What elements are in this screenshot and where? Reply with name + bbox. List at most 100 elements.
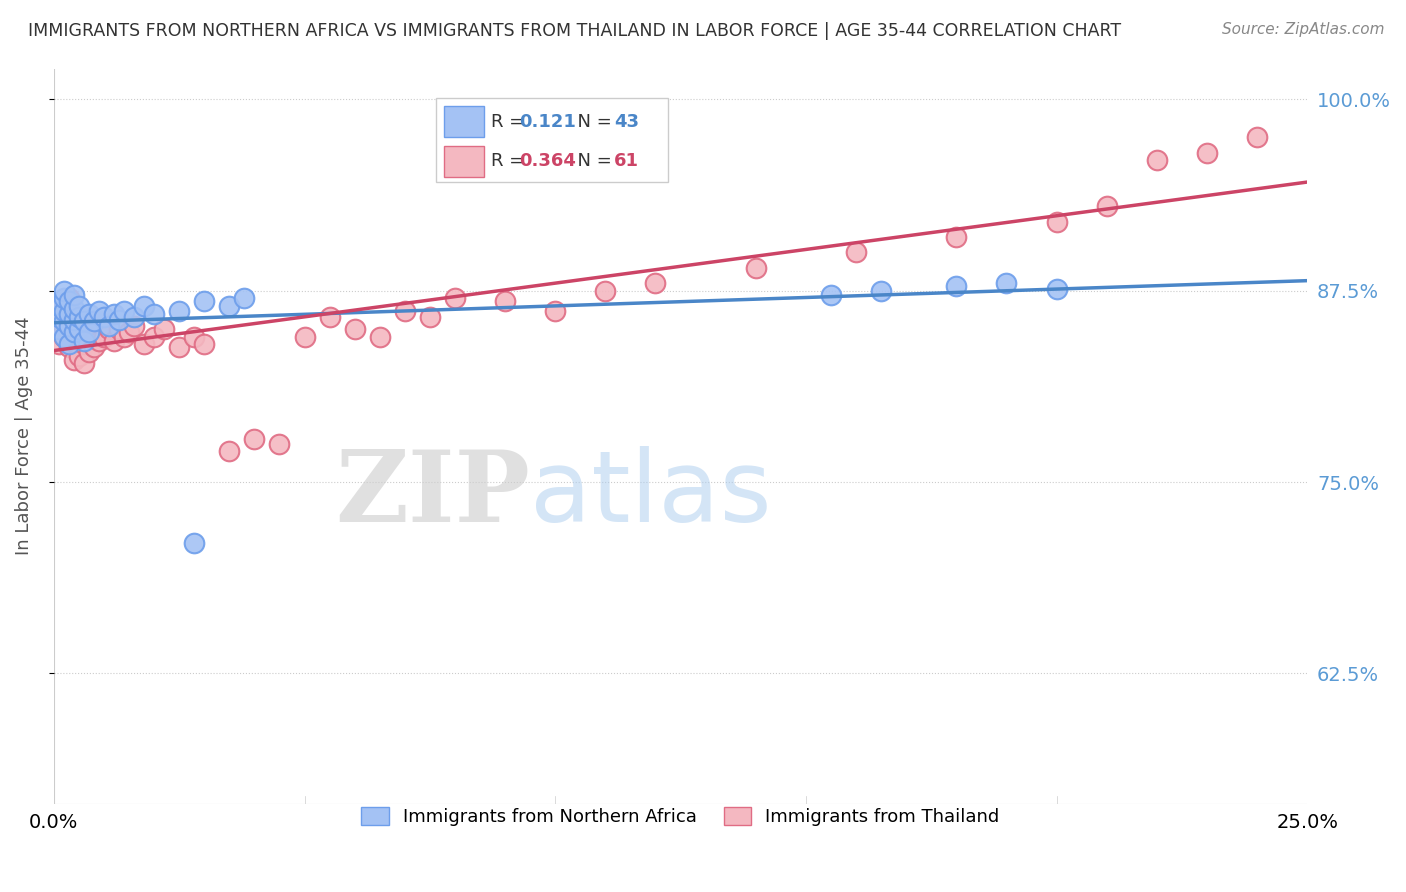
Point (1045, 215, 1067, 229)
Point (52, 314, 75, 328)
Point (52, 329, 75, 343)
Point (394, 303, 416, 318)
Point (368, 329, 391, 343)
Point (108, 312, 131, 326)
Point (58, 312, 80, 326)
Point (167, 340, 190, 354)
Point (294, 329, 316, 343)
Point (73, 355, 96, 369)
FancyBboxPatch shape (444, 146, 484, 177)
Text: N =: N = (567, 153, 616, 170)
Point (67, 329, 90, 343)
Point (103, 307, 125, 321)
Point (243, 432, 266, 446)
Point (193, 294, 215, 309)
Point (93, 310, 115, 324)
Point (67, 350, 90, 364)
Point (48, 322, 70, 336)
Y-axis label: In Labor Force | Age 35-44: In Labor Force | Age 35-44 (15, 317, 32, 556)
Point (945, 279, 967, 293)
Point (58, 291, 80, 305)
Point (544, 303, 567, 318)
Point (67, 314, 90, 328)
Point (153, 322, 176, 336)
Point (143, 307, 166, 321)
Point (73, 314, 96, 328)
Point (73, 334, 96, 348)
Point (1246, 130, 1268, 145)
Text: R =: R = (491, 153, 529, 170)
Point (48, 310, 70, 324)
Point (87, 303, 110, 318)
Point (77, 325, 100, 339)
Point (58, 325, 80, 339)
Point (87, 314, 110, 328)
Point (67, 322, 90, 336)
Point (118, 325, 141, 339)
Point (63, 288, 86, 302)
Point (132, 299, 155, 313)
Point (218, 444, 240, 458)
Point (644, 276, 666, 290)
Point (52, 291, 75, 305)
Text: 43: 43 (614, 112, 640, 130)
Text: 61: 61 (614, 153, 640, 170)
Text: IMMIGRANTS FROM NORTHERN AFRICA VS IMMIGRANTS FROM THAILAND IN LABOR FORCE | AGE: IMMIGRANTS FROM NORTHERN AFRICA VS IMMIG… (28, 22, 1121, 40)
Point (745, 260, 768, 275)
Point (233, 291, 256, 305)
Point (112, 329, 135, 343)
Point (52, 284, 75, 298)
Point (218, 299, 240, 313)
Point (820, 288, 842, 302)
Point (63, 303, 86, 318)
Point (73, 337, 96, 351)
Point (419, 310, 441, 324)
Point (58, 294, 80, 309)
Point (52, 329, 75, 343)
Point (444, 291, 467, 305)
Point (269, 436, 291, 450)
Point (183, 536, 205, 550)
Point (67, 310, 90, 324)
Text: 0.121: 0.121 (519, 112, 575, 130)
Point (63, 322, 86, 336)
Point (143, 329, 166, 343)
Point (58, 340, 80, 354)
Point (83, 340, 105, 354)
Point (58, 318, 80, 333)
Point (77, 325, 100, 339)
Point (67, 299, 90, 313)
Point (52, 318, 75, 333)
Point (73, 314, 96, 328)
Point (63, 312, 86, 326)
Point (1045, 282, 1067, 296)
Point (167, 303, 190, 318)
FancyBboxPatch shape (436, 98, 668, 183)
Point (98, 322, 121, 336)
Point (103, 334, 125, 348)
Legend: Immigrants from Northern Africa, Immigrants from Thailand: Immigrants from Northern Africa, Immigra… (353, 797, 1008, 835)
Point (318, 310, 340, 324)
Text: 0.364: 0.364 (519, 153, 575, 170)
Point (122, 310, 145, 324)
Point (845, 245, 868, 260)
Point (193, 337, 215, 351)
Text: R =: R = (491, 112, 529, 130)
Point (183, 329, 205, 343)
Point (48, 310, 70, 324)
Point (122, 318, 145, 333)
FancyBboxPatch shape (444, 106, 484, 137)
Point (77, 344, 100, 359)
Point (63, 301, 86, 316)
Point (595, 284, 617, 298)
Point (63, 325, 86, 339)
Point (1146, 153, 1168, 168)
Point (132, 337, 155, 351)
Point (343, 322, 366, 336)
Text: ZIP: ZIP (335, 446, 530, 543)
Point (52, 307, 75, 321)
Point (1095, 199, 1118, 213)
Point (58, 307, 80, 321)
Point (945, 230, 967, 244)
Point (1195, 145, 1218, 160)
